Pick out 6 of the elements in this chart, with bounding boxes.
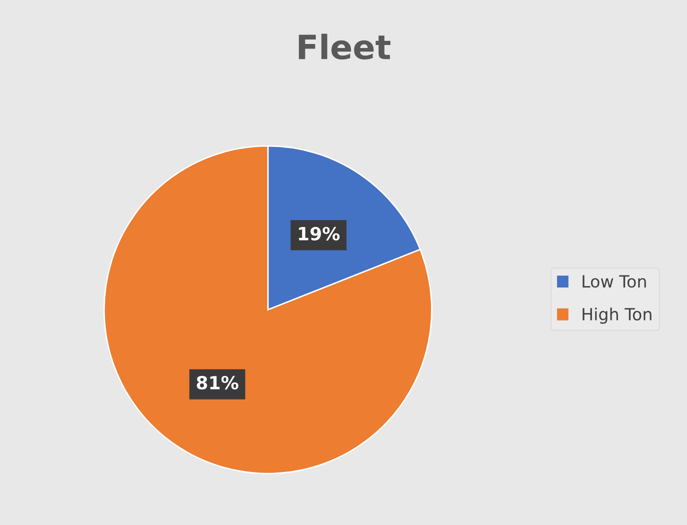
pie-slice: [103, 145, 432, 474]
data-label: 19%: [298, 226, 340, 240]
data-label: 81%: [196, 376, 238, 390]
legend-label: Low Ton: [582, 275, 646, 288]
legend-label: High Ton: [582, 308, 652, 324]
chart-title: Fleet: [298, 34, 390, 60]
